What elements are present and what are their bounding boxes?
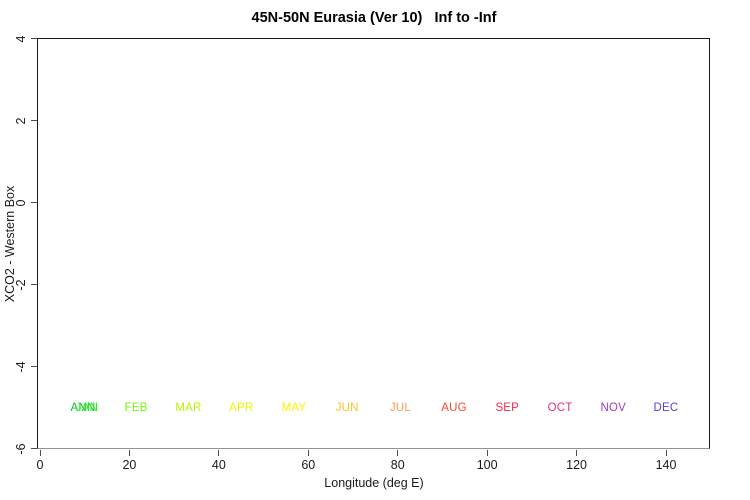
month-label-jun: JUN	[335, 401, 359, 414]
x-tick	[397, 450, 399, 456]
x-tick-label: 60	[301, 458, 316, 472]
month-label-feb: FEB	[124, 401, 148, 414]
month-label-jan: JAN	[75, 401, 99, 414]
x-tick-label: 40	[211, 458, 226, 472]
y-tick	[31, 284, 37, 285]
y-tick-label: 4	[14, 35, 28, 42]
month-label-jul: JUL	[389, 401, 411, 414]
x-tick	[486, 450, 488, 456]
y-tick	[31, 120, 37, 121]
y-tick-label: -2	[14, 278, 28, 291]
y-tick	[31, 366, 37, 367]
x-tick-label: 140	[655, 458, 677, 472]
x-axis-label: Longitude (deg E)	[324, 476, 424, 490]
plot-region	[37, 38, 710, 449]
month-label-aug: AUG	[441, 401, 467, 414]
x-tick	[128, 450, 130, 456]
plot-title: 45N-50N Eurasia (Ver 10) Inf to -Inf	[251, 10, 497, 26]
y-tick-label: 2	[14, 117, 28, 124]
y-tick	[31, 202, 37, 203]
y-tick	[31, 448, 37, 449]
month-label-sep: SEP	[495, 401, 520, 414]
month-label-apr: APR	[229, 401, 254, 414]
y-tick-label: -6	[14, 442, 28, 455]
month-label-oct: OCT	[547, 401, 573, 414]
x-tick-label: 80	[390, 458, 405, 472]
x-tick-label: 100	[476, 458, 498, 472]
x-tick	[665, 450, 667, 456]
y-tick-label: -4	[14, 360, 28, 373]
y-tick-label: 0	[14, 199, 28, 206]
month-label-nov: NOV	[600, 401, 626, 414]
month-label-ann: ANN	[70, 401, 96, 414]
x-tick	[307, 450, 309, 456]
x-tick	[39, 450, 41, 456]
month-label-may: MAY	[281, 401, 307, 414]
y-tick	[31, 38, 37, 39]
x-tick	[218, 450, 220, 456]
x-tick-label: 20	[122, 458, 137, 472]
month-label-mar: MAR	[175, 401, 202, 414]
month-label-dec: DEC	[653, 401, 679, 414]
x-tick	[576, 450, 578, 456]
x-tick-label: 0	[36, 458, 44, 472]
x-tick-label: 120	[566, 458, 587, 472]
